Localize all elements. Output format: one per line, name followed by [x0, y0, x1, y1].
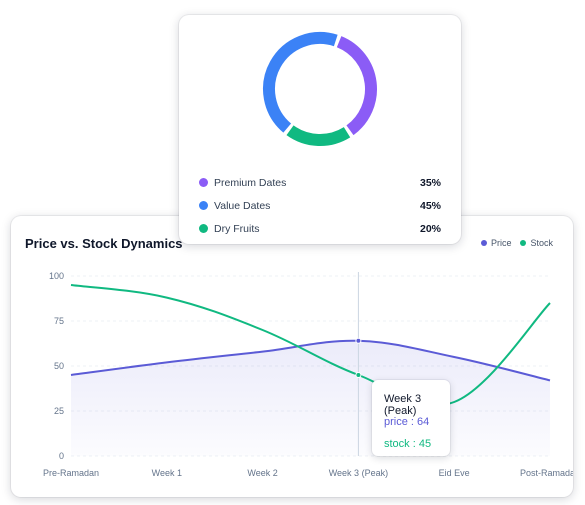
stock-legend-dot-icon: [520, 240, 527, 246]
dry-fruits-dot-icon: [199, 224, 208, 233]
price-area: [71, 340, 550, 456]
price-stock-chart-card: Price vs. Stock Dynamics Price Stock 0 25…: [11, 216, 573, 497]
legend-item-stock[interactable]: Stock: [520, 238, 553, 248]
x-tick-label: Week 1: [152, 468, 182, 478]
legend-label-stock: Stock: [530, 238, 553, 248]
tooltip-stock: stock : 45: [384, 438, 432, 450]
legend-label-price: Price: [490, 238, 512, 248]
donut-legend-label: Value Dates: [214, 199, 271, 212]
donut-legend-row: Value Dates 45%: [199, 194, 441, 217]
donut-legend-value: 20%: [419, 222, 441, 235]
donut-legend-value: 45%: [419, 199, 441, 212]
donut-slice-dry-fruits[interactable]: [286, 125, 351, 146]
y-tick-label: 25: [54, 406, 64, 416]
chart-title: Price vs. Stock Dynamics: [25, 236, 183, 251]
price-series-line[interactable]: [70, 339, 551, 382]
donut-legend-label: Dry Fruits: [214, 222, 260, 235]
tooltip-price: price : 64: [384, 416, 430, 428]
donut-legend: Premium Dates 35% Value Dates 45% Dry Fr…: [199, 171, 441, 240]
y-tick-label: 50: [54, 361, 64, 371]
value-dates-dot-icon: [199, 201, 208, 210]
x-tick-label: Eid Eve: [439, 468, 470, 478]
chart-tooltip: Week 3 (Peak) price : 64 stock : 45: [372, 380, 450, 456]
donut-legend-row: Dry Fruits 20%: [199, 217, 441, 240]
premium-dates-dot-icon: [199, 178, 208, 187]
y-tick-label: 75: [54, 316, 64, 326]
y-tick-label: 100: [49, 271, 64, 281]
stock-series-line[interactable]: [70, 284, 551, 407]
donut-legend-label: Premium Dates: [214, 176, 287, 189]
legend-item-price[interactable]: Price: [480, 238, 512, 248]
y-tick-label: 0: [59, 451, 64, 461]
donut-slice-premium-dates[interactable]: [336, 36, 377, 136]
donut-legend-value: 35%: [419, 176, 441, 189]
donut-slice-value-dates[interactable]: [263, 32, 338, 133]
x-tick-label: Week 3 (Peak): [329, 468, 388, 478]
stock-active-point[interactable]: [355, 372, 362, 378]
x-tick-label: Post-Ramadan: [520, 468, 573, 478]
price-legend-dot-icon: [480, 240, 487, 246]
chart-legend: Price Stock: [480, 238, 553, 248]
category-share-card: Premium Dates 35% Value Dates 45% Dry Fr…: [179, 15, 461, 244]
x-tick-label: Week 2: [247, 468, 277, 478]
tooltip-title: Week 3 (Peak): [384, 393, 422, 417]
x-tick-label: Pre-Ramadan: [43, 468, 99, 478]
price-active-point[interactable]: [355, 337, 362, 344]
donut-legend-row: Premium Dates 35%: [199, 171, 441, 194]
line-chart-plot[interactable]: 0 25 50 75 100 Pre-Ramadan Week 1 Week 2 Week 3 …: [11, 216, 573, 497]
donut-chart[interactable]: [179, 15, 461, 165]
